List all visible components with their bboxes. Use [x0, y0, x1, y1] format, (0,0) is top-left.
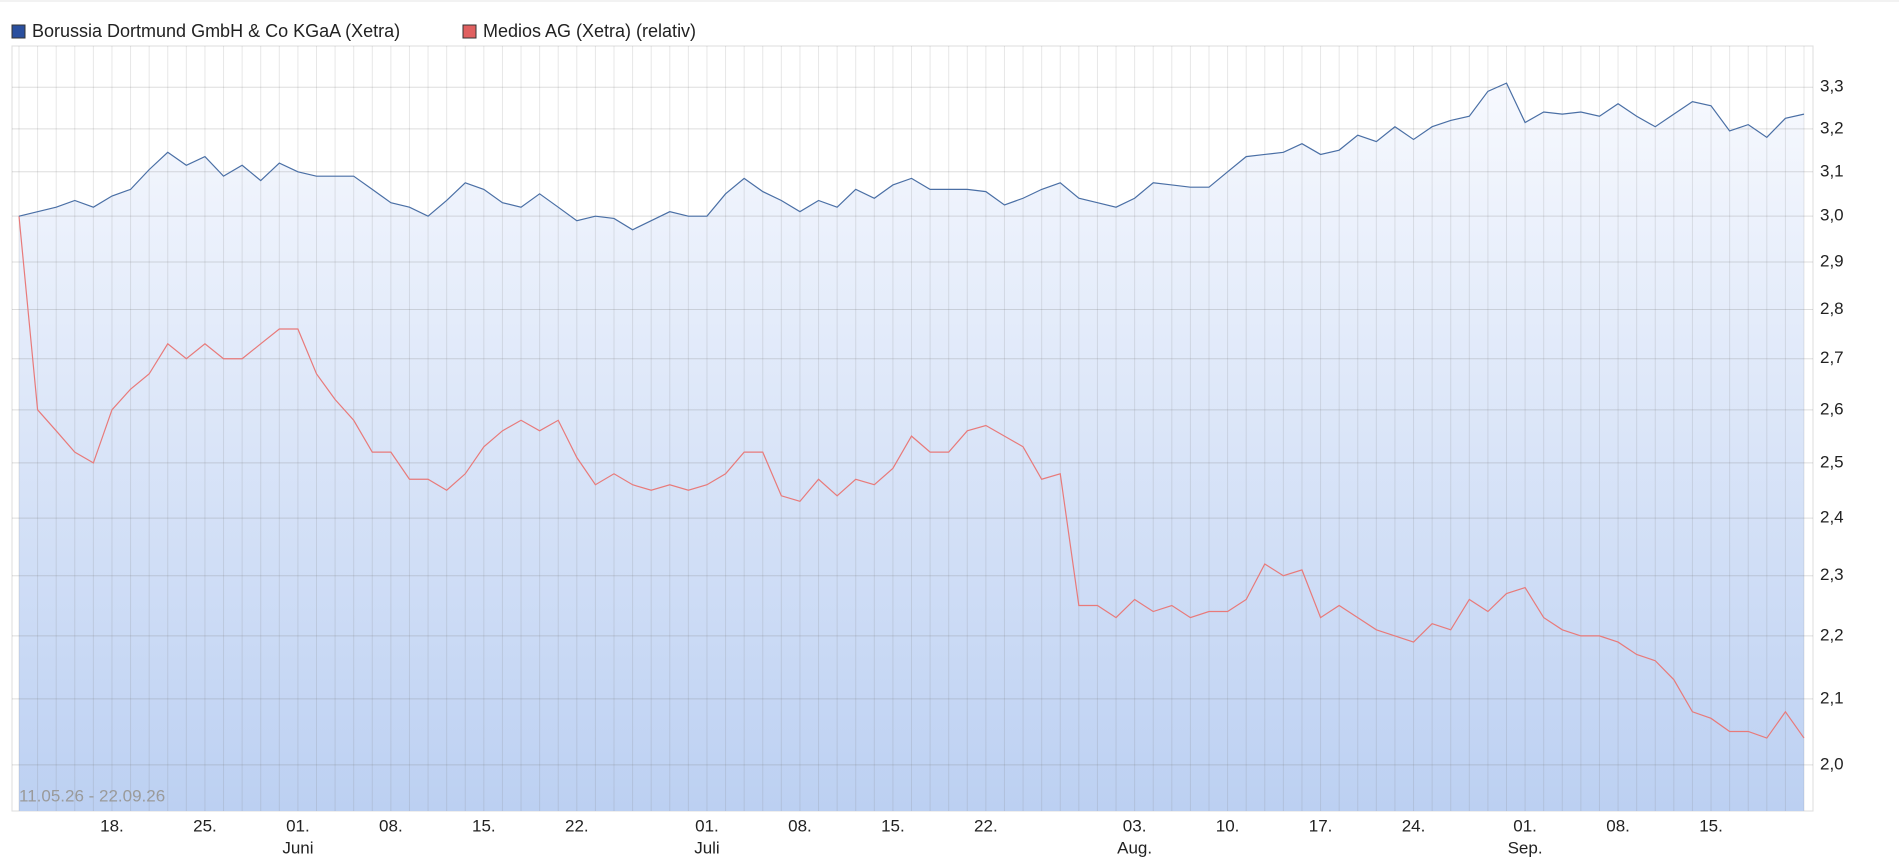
y-tick-label: 2,3 — [1820, 565, 1844, 584]
y-tick-label: 3,1 — [1820, 161, 1844, 180]
x-month-label: Juli — [694, 838, 720, 857]
x-tick-label: 15. — [1699, 816, 1723, 835]
x-tick-label: 22. — [974, 816, 998, 835]
x-tick-label: 25. — [193, 816, 217, 835]
series-line — [18, 82, 1805, 231]
x-month-label: Sep. — [1508, 838, 1543, 857]
x-tick-label: 08. — [1606, 816, 1630, 835]
x-tick-label: 18. — [100, 816, 124, 835]
y-tick-label: 3,0 — [1820, 206, 1844, 225]
y-tick-label: 2,9 — [1820, 252, 1844, 271]
y-tick-label: 2,4 — [1820, 508, 1844, 527]
y-tick-label: 2,2 — [1820, 625, 1844, 644]
y-tick-label: 2,0 — [1820, 754, 1844, 773]
x-tick-label: 01. — [695, 816, 719, 835]
date-range: 11.05.26 - 22.09.26 — [19, 786, 165, 805]
x-tick-label: 15. — [881, 816, 905, 835]
y-tick-label: 3,2 — [1820, 118, 1844, 137]
x-tick-label: 17. — [1309, 816, 1333, 835]
legend-swatch — [462, 24, 477, 39]
x-tick-label: 08. — [379, 816, 403, 835]
x-tick-label: 08. — [788, 816, 812, 835]
x-month-label: Juni — [282, 838, 313, 857]
y-tick-label: 2,6 — [1820, 399, 1844, 418]
x-tick-label: 24. — [1402, 816, 1426, 835]
x-tick-label: 01. — [286, 816, 310, 835]
x-tick-label: 01. — [1513, 816, 1537, 835]
y-tick-label: 2,8 — [1820, 299, 1844, 318]
y-tick-label: 3,3 — [1820, 77, 1844, 96]
legend-label: Borussia Dortmund GmbH & Co KGaA (Xetra) — [32, 21, 400, 41]
series-line — [18, 216, 1805, 739]
x-tick-label: 15. — [472, 816, 496, 835]
x-tick-label: 03. — [1123, 816, 1147, 835]
x-month-label: Aug. — [1117, 838, 1152, 857]
x-tick-label: 10. — [1216, 816, 1240, 835]
legend-label: Medios AG (Xetra) (relativ) — [483, 21, 696, 41]
y-tick-label: 2,7 — [1820, 348, 1844, 367]
legend-swatch — [11, 24, 26, 39]
y-tick-label: 2,1 — [1820, 688, 1844, 707]
y-tick-label: 2,5 — [1820, 452, 1844, 471]
area-fill — [19, 83, 1804, 812]
x-tick-label: 22. — [565, 816, 589, 835]
